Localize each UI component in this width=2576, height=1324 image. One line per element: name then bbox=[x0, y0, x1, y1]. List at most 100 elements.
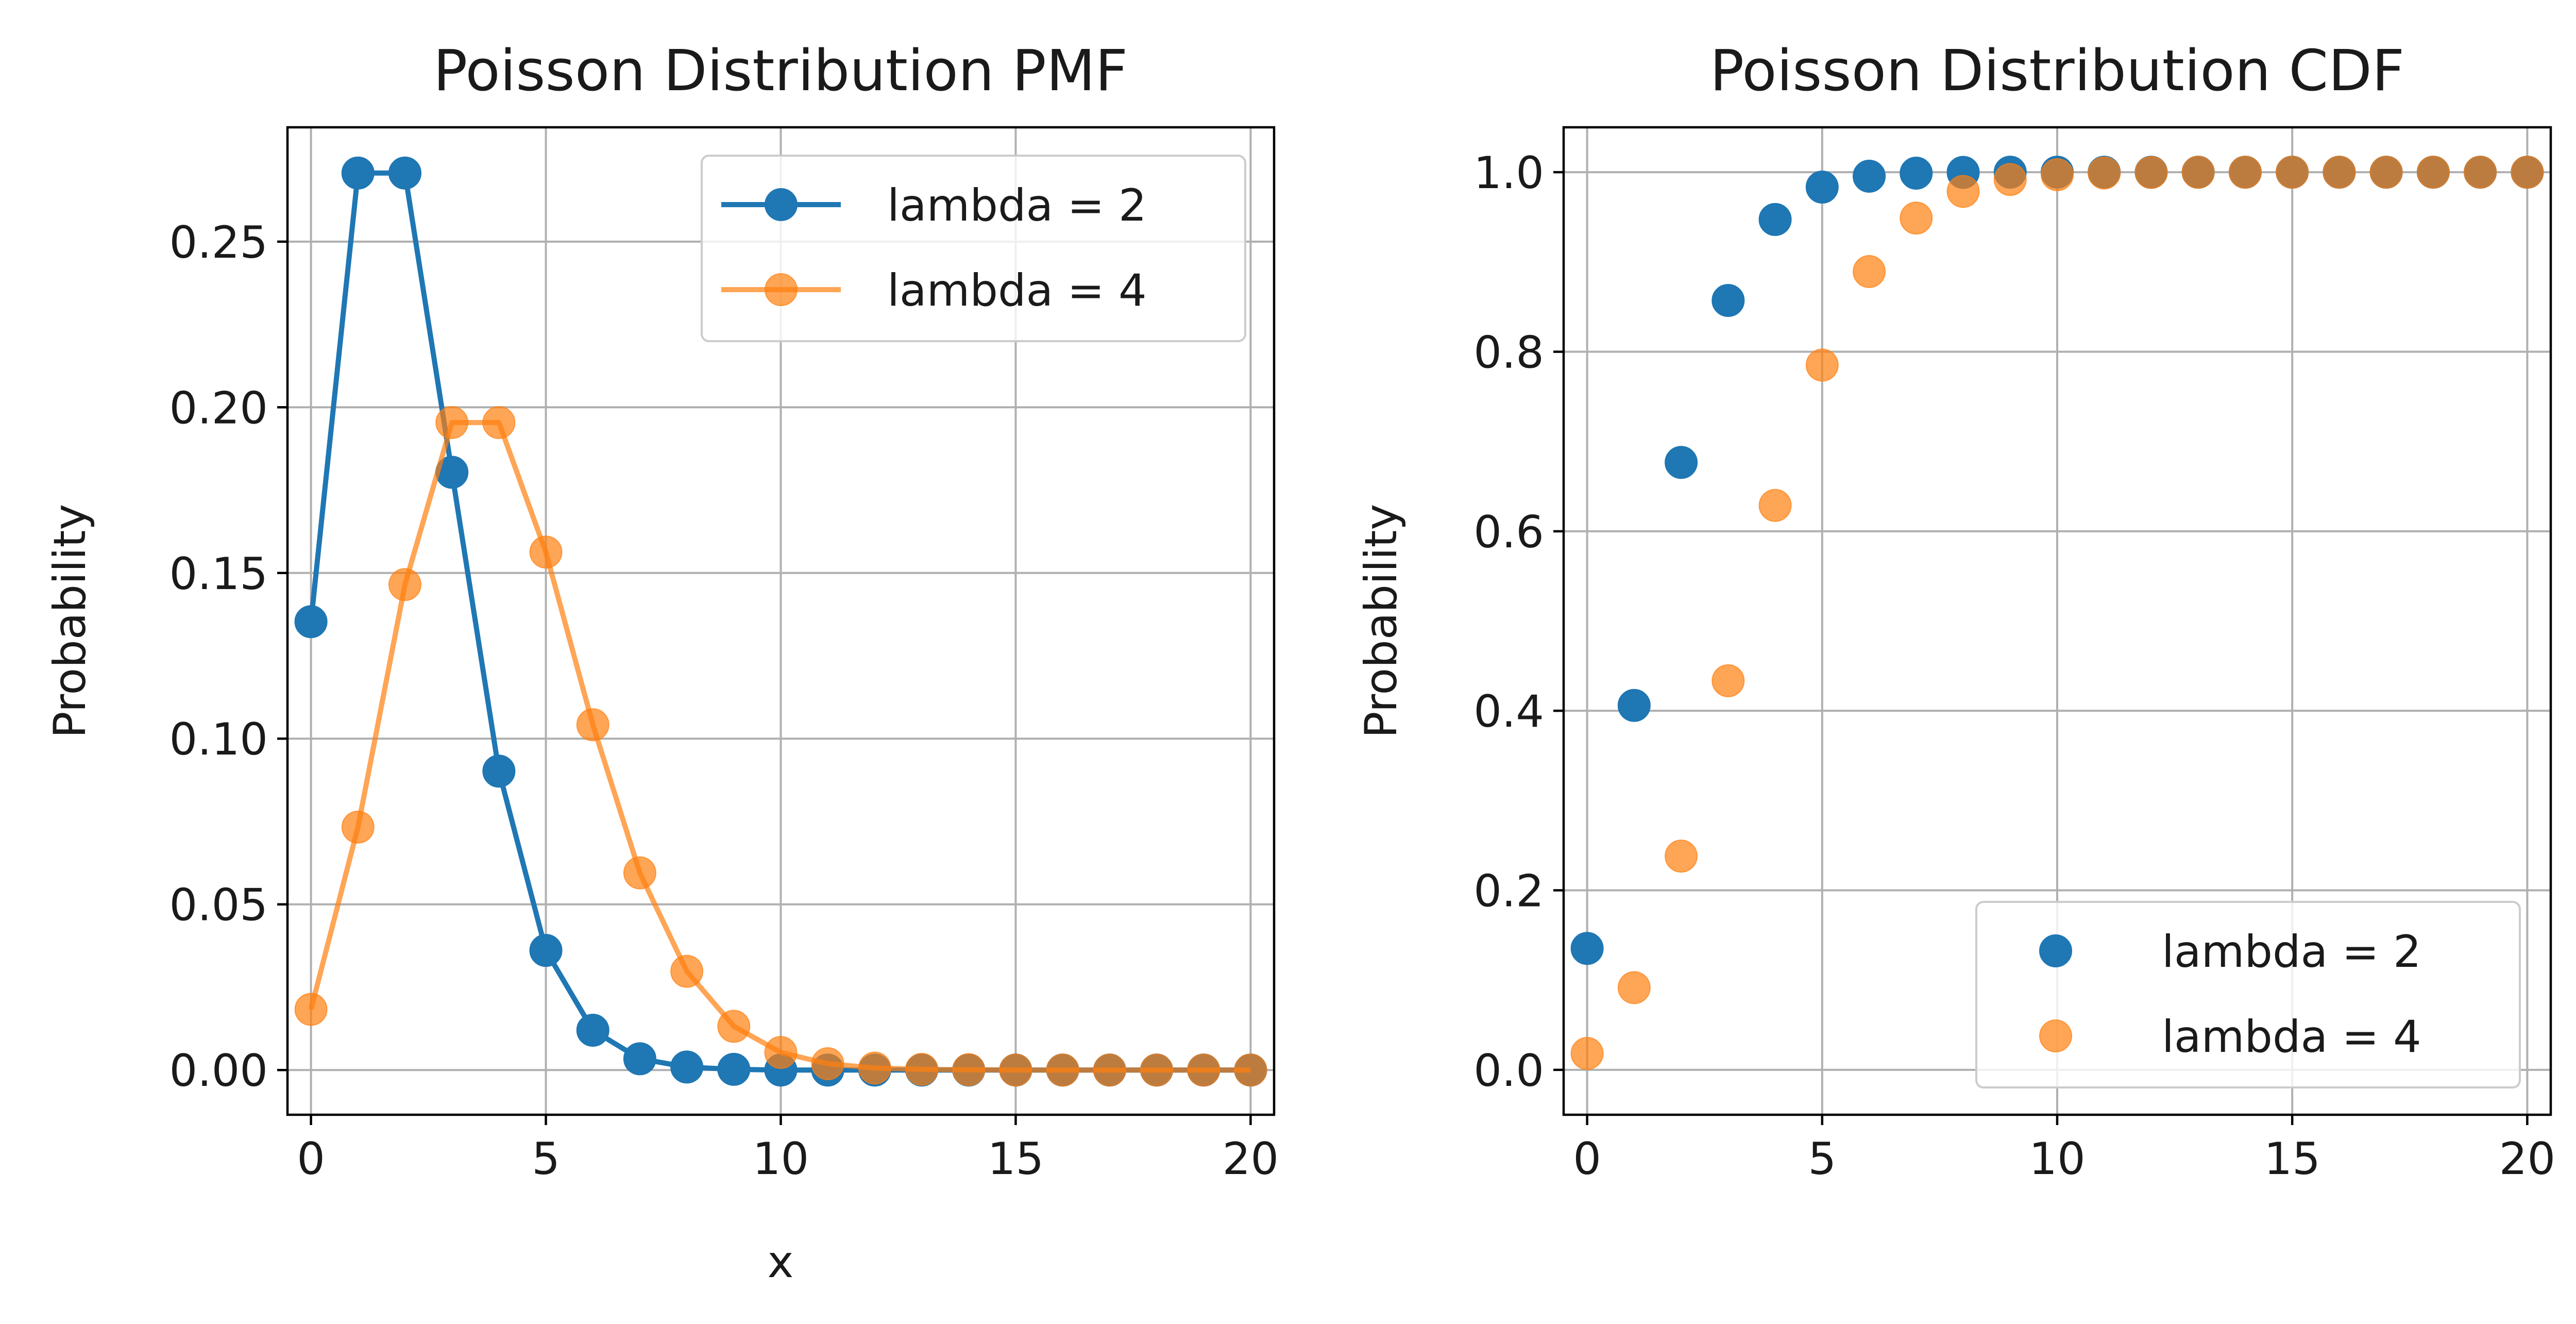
cdf-series-2-point bbox=[1758, 489, 1792, 522]
pmf-legend-marker bbox=[765, 273, 798, 306]
cdf-legend: lambda = 2 lambda = 4 bbox=[1975, 901, 2521, 1088]
pmf-series-1-point bbox=[717, 1052, 751, 1086]
pmf-legend: lambda = 2 lambda = 4 bbox=[701, 155, 1246, 342]
pmf-legend-label: lambda = 2 bbox=[887, 180, 1147, 231]
cdf-series-1-point bbox=[1711, 283, 1745, 317]
pmf-x-axis-label: x bbox=[768, 1236, 794, 1288]
cdf-series-2-point bbox=[1570, 1037, 1604, 1070]
pmf-series-2-point bbox=[341, 810, 375, 844]
pmf-series-2-point bbox=[576, 708, 609, 742]
cdf-series-2-point bbox=[2464, 156, 2497, 189]
pmf-y-tick-label: 0.25 bbox=[170, 217, 268, 269]
cdf-y-tick-label: 0.8 bbox=[1473, 327, 1544, 378]
cdf-title: Poisson Distribution CDF bbox=[1710, 38, 2404, 104]
cdf-series-2-point bbox=[1711, 664, 1745, 697]
cdf-series-1-point bbox=[1758, 203, 1792, 236]
pmf-series-1-point bbox=[341, 156, 375, 190]
pmf-series-1-point bbox=[482, 755, 516, 788]
pmf-series-1-point bbox=[294, 605, 328, 639]
cdf-x-tick-label: 0 bbox=[1573, 1133, 1601, 1185]
pmf-series-2-point bbox=[717, 1010, 751, 1043]
pmf-series-2-point bbox=[1093, 1053, 1126, 1087]
cdf-legend-marker bbox=[2039, 1019, 2072, 1052]
cdf-series-2-point bbox=[1946, 175, 1980, 208]
cdf-series-2-point bbox=[1665, 840, 1698, 873]
pmf-series-1-point bbox=[529, 934, 563, 967]
cdf-series-2-point bbox=[1805, 348, 1839, 382]
cdf-y-tick-label: 0.2 bbox=[1473, 866, 1544, 917]
pmf-series-2-point bbox=[1234, 1053, 1267, 1087]
cdf-series-2-point bbox=[2181, 156, 2215, 189]
cdf-panel: 0 5 10 15 20 0.0 0.2 0.4 0.6 0.8 1.0 Poisson Distr… bbox=[1355, 38, 2555, 1185]
pmf-x-tick-label: 20 bbox=[1223, 1133, 1279, 1185]
pmf-series-2-point bbox=[670, 954, 704, 988]
pmf-series-2-point bbox=[905, 1052, 939, 1086]
pmf-series-2-point bbox=[858, 1051, 891, 1085]
pmf-y-axis-label: Probability bbox=[44, 504, 96, 739]
cdf-series-1-point bbox=[1805, 171, 1839, 204]
pmf-series-2-point bbox=[811, 1047, 844, 1080]
cdf-x-tick-label: 15 bbox=[2264, 1133, 2320, 1185]
cdf-series-1-point bbox=[1853, 159, 1886, 193]
pmf-series-2-point bbox=[1046, 1053, 1079, 1087]
cdf-y-axis-label: Probability bbox=[1355, 504, 1407, 739]
pmf-x-tick-label: 15 bbox=[988, 1133, 1044, 1185]
pmf-series-2-point bbox=[1187, 1053, 1221, 1087]
cdf-series-1-point bbox=[1617, 689, 1651, 722]
pmf-panel: 0 5 10 15 20 0.00 0.05 0.10 0.15 0.20 0.25 Poisson… bbox=[44, 38, 1279, 1288]
cdf-series-2-point bbox=[2228, 156, 2262, 189]
pmf-series-2-point bbox=[294, 993, 328, 1026]
cdf-legend-marker bbox=[2039, 934, 2072, 967]
pmf-series-2-point bbox=[482, 406, 516, 439]
cdf-series-2-point bbox=[2416, 156, 2450, 189]
pmf-x-tick-label: 10 bbox=[753, 1133, 809, 1185]
cdf-series-2-point bbox=[1617, 971, 1651, 1004]
cdf-series-2-point bbox=[1900, 202, 1933, 235]
pmf-y-tick-label: 0.20 bbox=[170, 382, 268, 434]
cdf-series-2-point bbox=[2511, 156, 2544, 189]
cdf-x-tick-label: 10 bbox=[2029, 1133, 2085, 1185]
cdf-ticks: 0 5 10 15 20 0.0 0.2 0.4 0.6 0.8 1.0 bbox=[1473, 147, 2555, 1185]
cdf-x-tick-label: 20 bbox=[2499, 1133, 2555, 1185]
cdf-series-2-point bbox=[2369, 156, 2403, 189]
pmf-ticks: 0 5 10 15 20 0.00 0.05 0.10 0.15 0.20 0.25 bbox=[170, 217, 1279, 1185]
cdf-series-2-point bbox=[1993, 163, 2027, 196]
pmf-series-2-point bbox=[764, 1036, 798, 1069]
cdf-series-2-point bbox=[2041, 158, 2074, 191]
pmf-y-tick-label: 0.10 bbox=[170, 714, 268, 765]
cdf-series-1-point bbox=[1900, 157, 1933, 190]
pmf-series-2-point bbox=[529, 535, 563, 569]
cdf-series-2-point bbox=[2323, 156, 2356, 189]
cdf-series-2-point bbox=[2088, 156, 2121, 190]
pmf-series-2-point bbox=[623, 856, 656, 890]
cdf-x-tick-label: 5 bbox=[1808, 1133, 1836, 1185]
pmf-y-tick-label: 0.05 bbox=[170, 880, 268, 931]
cdf-series-2-point bbox=[1853, 255, 1886, 288]
cdf-series-1-point bbox=[1570, 932, 1604, 965]
cdf-series bbox=[1570, 156, 2544, 1070]
pmf-series-2-point bbox=[999, 1053, 1032, 1087]
cdf-y-tick-label: 0.4 bbox=[1473, 686, 1544, 738]
cdf-series-2-point bbox=[2276, 156, 2309, 189]
cdf-y-tick-label: 0.0 bbox=[1473, 1045, 1544, 1097]
pmf-series-1-point bbox=[388, 156, 421, 190]
pmf-series-1-point bbox=[623, 1042, 656, 1076]
pmf-series-2-point bbox=[435, 406, 469, 439]
pmf-x-tick-label: 0 bbox=[297, 1133, 325, 1185]
pmf-series-1-point bbox=[576, 1014, 609, 1047]
pmf-series-2-point bbox=[1140, 1053, 1174, 1087]
pmf-x-tick-label: 5 bbox=[532, 1133, 560, 1185]
pmf-series-1-point bbox=[670, 1050, 704, 1084]
pmf-y-tick-label: 0.15 bbox=[170, 548, 268, 600]
pmf-series bbox=[294, 156, 1267, 1087]
cdf-legend-box bbox=[1975, 901, 2521, 1088]
cdf-legend-label: lambda = 2 bbox=[2162, 926, 2421, 978]
pmf-series-2-point bbox=[388, 568, 421, 601]
cdf-y-tick-label: 0.6 bbox=[1473, 507, 1544, 558]
cdf-series-1-point bbox=[1665, 446, 1698, 479]
pmf-legend-marker bbox=[765, 188, 798, 221]
pmf-legend-label: lambda = 4 bbox=[887, 265, 1147, 316]
cdf-legend-label: lambda = 4 bbox=[2162, 1011, 2421, 1063]
